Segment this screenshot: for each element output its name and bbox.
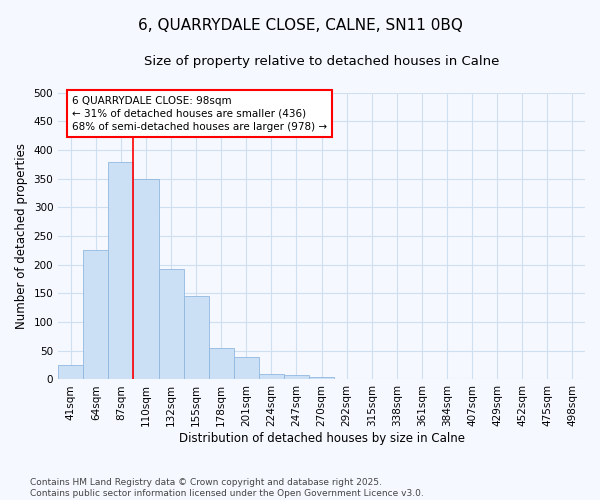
Bar: [158, 269, 184, 380]
Y-axis label: Number of detached properties: Number of detached properties: [15, 143, 28, 329]
Bar: [184, 296, 209, 380]
Bar: [284, 376, 309, 380]
Bar: [209, 348, 234, 380]
Bar: [133, 179, 158, 380]
Text: 6 QUARRYDALE CLOSE: 98sqm
← 31% of detached houses are smaller (436)
68% of semi: 6 QUARRYDALE CLOSE: 98sqm ← 31% of detac…: [72, 96, 327, 132]
Bar: [309, 376, 334, 380]
X-axis label: Distribution of detached houses by size in Calne: Distribution of detached houses by size …: [179, 432, 464, 445]
Bar: [58, 365, 83, 380]
Text: 6, QUARRYDALE CLOSE, CALNE, SN11 0BQ: 6, QUARRYDALE CLOSE, CALNE, SN11 0BQ: [137, 18, 463, 32]
Bar: [334, 379, 359, 380]
Bar: [83, 250, 109, 380]
Title: Size of property relative to detached houses in Calne: Size of property relative to detached ho…: [144, 55, 499, 68]
Bar: [535, 379, 560, 380]
Bar: [109, 162, 133, 380]
Bar: [234, 356, 259, 380]
Bar: [485, 379, 510, 380]
Bar: [259, 374, 284, 380]
Text: Contains HM Land Registry data © Crown copyright and database right 2025.
Contai: Contains HM Land Registry data © Crown c…: [30, 478, 424, 498]
